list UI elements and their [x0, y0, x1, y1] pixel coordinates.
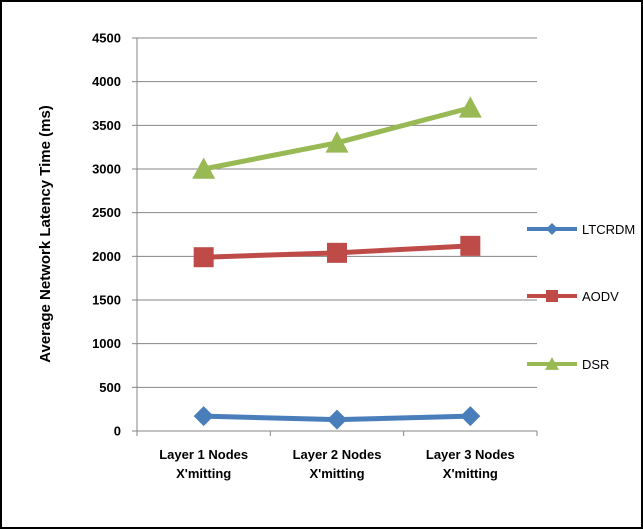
data-point-triangle	[545, 357, 559, 370]
data-point-diamond	[546, 223, 558, 235]
legend-label: DSR	[582, 357, 609, 372]
legend-label: AODV	[582, 289, 619, 304]
data-point-square	[327, 242, 347, 263]
y-tick-label: 1500	[92, 293, 121, 308]
data-point-triangle	[325, 131, 349, 153]
x-tick-label-line: X'mitting	[443, 466, 498, 481]
x-tick-label-line: Layer 2 Nodes	[293, 447, 382, 462]
y-axis-title: Average Network Latency Time (ms)	[37, 105, 54, 363]
data-point-triangle	[458, 96, 482, 118]
y-tick-label: 0	[114, 424, 121, 439]
x-tick-label-line: X'mitting	[309, 466, 364, 481]
x-tick-label-line: X'mitting	[176, 466, 231, 481]
series-layer	[192, 96, 482, 430]
legend: LTCRDM AODV DSR	[527, 222, 635, 372]
data-point-diamond	[327, 409, 347, 430]
y-tick-label: 2500	[92, 205, 121, 220]
y-tick-label: 1000	[92, 336, 121, 351]
gridlines	[137, 37, 537, 388]
y-tick-label: 4000	[92, 74, 121, 89]
x-tick-label: Layer 2 Nodes X'mitting	[293, 447, 382, 481]
data-point-triangle	[192, 157, 216, 179]
y-tick-label: 3500	[92, 118, 121, 133]
y-tick-label: 4500	[92, 31, 121, 46]
x-tick-label: Layer 1 Nodes X'mitting	[159, 447, 248, 481]
data-point-square	[546, 290, 558, 302]
data-point-square	[460, 235, 481, 256]
axes: 0 500 1000 1500 2000 2500 3000 3500 4000 4500 Laye…	[92, 31, 538, 481]
y-tick-label: 3000	[92, 162, 121, 177]
data-point-diamond	[193, 406, 214, 427]
y-tick-label: 500	[99, 380, 121, 395]
x-tick-label-line: Layer 3 Nodes	[426, 447, 515, 462]
x-tick-label-line: Layer 1 Nodes	[159, 447, 248, 462]
data-point-square	[193, 247, 214, 268]
y-tick-label: 2000	[92, 249, 121, 264]
x-tick-label: Layer 3 Nodes X'mitting	[426, 447, 515, 481]
legend-label: LTCRDM	[582, 222, 635, 237]
data-point-diamond	[460, 406, 481, 427]
